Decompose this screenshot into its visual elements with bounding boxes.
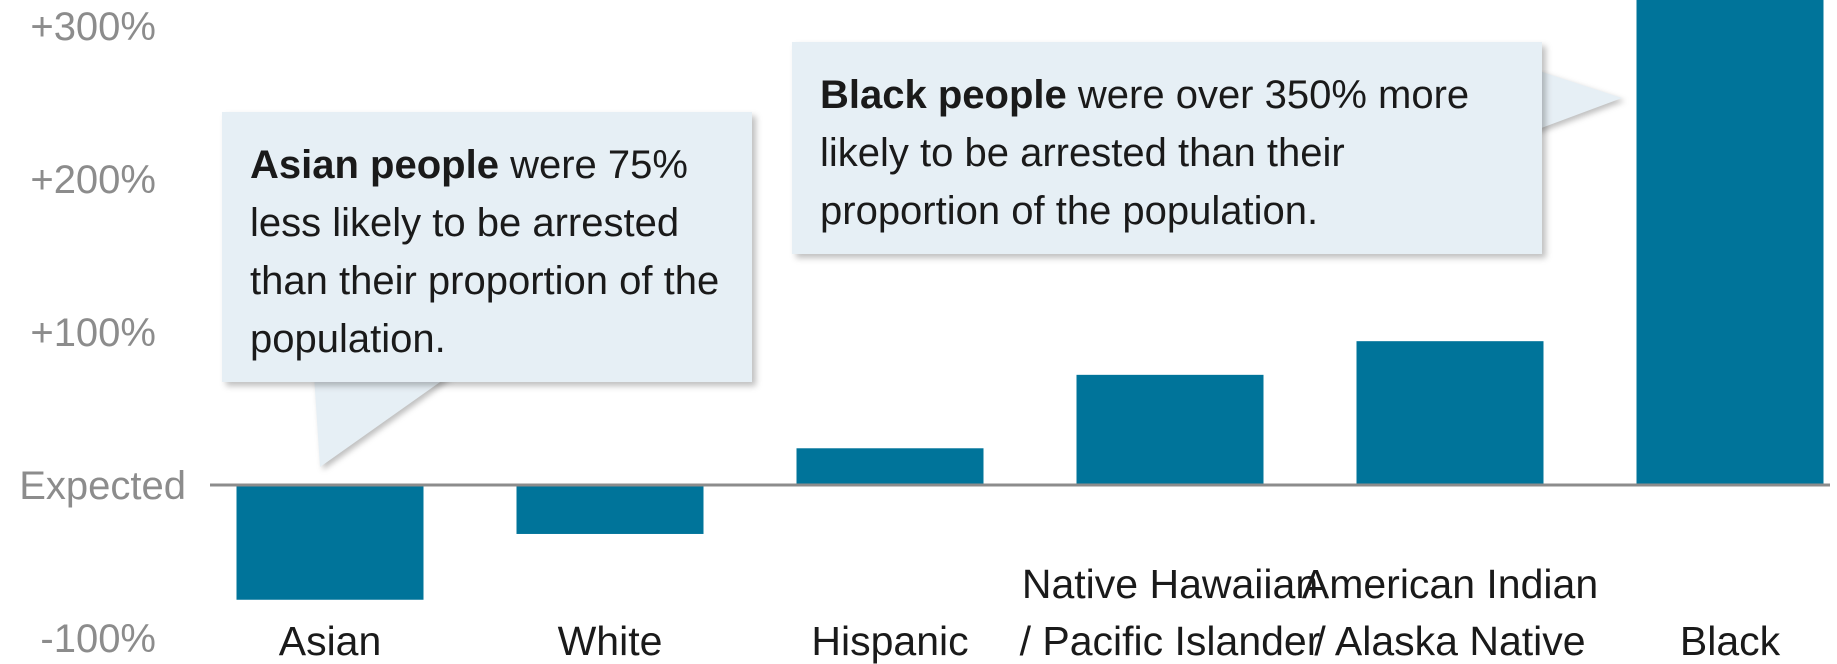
category-label-line: American Indian [1302,561,1598,607]
category-label-line: Hispanic [811,618,968,664]
category-label: Native Hawaiian / Pacific Islander [1020,561,1321,664]
category-label-line: Black [1680,618,1781,664]
callout-asian-text: were 75% less likely to be arrested than… [250,143,720,361]
bar-native-hawaiian-pacific-islander [1076,374,1264,485]
category-label: White [558,618,663,664]
bar-asian [236,485,424,600]
y-axis-ticks: +300% +200% +100% Expected -100% [19,5,186,661]
y-tick-label: +100% [30,311,156,355]
bar-american-indian-alaska-native [1356,341,1544,485]
bar-black [1636,0,1824,485]
callout-asian-bold: Asian people [250,143,499,187]
category-label: Asian [279,618,382,664]
category-label: American Indian / Alaska Native [1302,561,1598,664]
bars-group [236,0,1824,600]
category-label-line: Asian [279,618,382,664]
callout-asian: Asian people were 75% less likely to be … [222,112,752,382]
category-label: Hispanic [811,618,968,664]
callout-black: Black people were over 350% more likely … [792,42,1542,254]
callout-black-text: were over 350% more likely to be arreste… [820,73,1470,233]
category-labels: Asian White Hispanic Native Hawaiian / Pacif… [279,561,1781,664]
bar-white [516,485,704,534]
callout-black-pointer [1536,70,1622,130]
callout-black-bold: Black people [820,73,1067,117]
category-label-line: Native Hawaiian [1022,561,1318,607]
category-label-line: / Alaska Native [1314,618,1585,664]
category-label-line: White [558,618,663,664]
category-label-line: / Pacific Islander [1020,618,1321,664]
callout-asian-pointer [314,375,450,467]
y-tick-label: +200% [30,158,156,202]
y-tick-label: +300% [30,5,156,49]
y-tick-label: Expected [19,464,186,508]
bar-hispanic [796,448,984,485]
category-label: Black [1680,618,1781,664]
y-tick-label: -100% [40,617,156,661]
